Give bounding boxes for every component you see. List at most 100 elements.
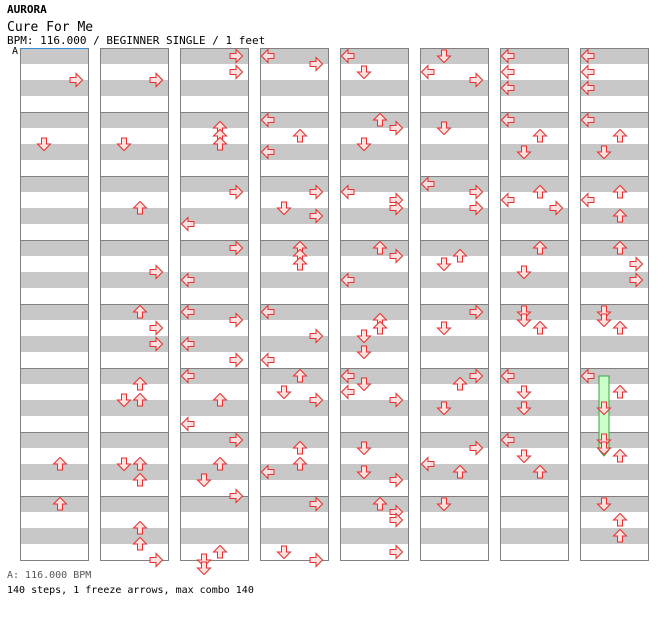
beat-stripe [20,528,89,544]
beat-stripe [580,336,649,352]
beat-stripe [340,304,409,320]
up-arrow-icon [372,496,388,511]
beat-stripe [100,272,169,288]
beat-stripe [180,368,249,384]
down-arrow-icon [516,449,532,464]
beat-stripe [180,240,249,256]
beat-stripe [420,528,489,544]
beat-stripe [340,528,409,544]
beat-stripe [500,304,569,320]
left-arrow-icon [580,64,595,80]
right-arrow-icon [629,272,644,288]
beat-stripe [180,336,249,352]
beat-stripe [500,176,569,192]
up-arrow-icon [532,184,548,199]
right-arrow-icon [469,440,484,456]
beat-stripe [180,432,249,448]
beat-stripe [260,208,329,224]
right-arrow-icon [149,264,164,280]
beat-stripe [500,336,569,352]
up-arrow-icon [52,496,68,511]
beat-stripe [260,336,329,352]
beat-stripe [180,176,249,192]
beat-stripe [580,48,649,64]
right-arrow-icon [149,72,164,88]
right-arrow-icon [389,472,404,488]
left-arrow-icon [420,176,435,192]
down-arrow-icon [436,121,452,136]
beat-stripe [420,144,489,160]
up-arrow-icon [612,384,628,399]
down-arrow-icon [356,65,372,80]
beat-stripe [580,272,649,288]
beat-stripe [100,112,169,128]
right-arrow-icon [149,552,164,568]
beat-stripe [20,176,89,192]
beat-stripe [420,400,489,416]
beat-stripe [580,368,649,384]
beat-stripe [500,400,569,416]
beat-stripe [100,432,169,448]
beat-stripe [180,400,249,416]
beat-stripe [100,176,169,192]
beat-stripe [180,272,249,288]
up-arrow-icon [292,440,308,455]
up-arrow-icon [452,464,468,479]
beat-stripe [100,528,169,544]
beat-stripe [340,336,409,352]
down-arrow-icon [596,497,612,512]
left-arrow-icon [180,216,195,232]
beat-stripe [420,240,489,256]
right-arrow-icon [229,432,244,448]
beat-stripe [500,496,569,512]
beat-stripe [180,528,249,544]
right-arrow-icon [469,72,484,88]
down-arrow-icon [196,473,212,488]
down-arrow-icon [276,201,292,216]
bpm-legend: A: 116.000 BPM [7,570,92,581]
beat-stripe [500,432,569,448]
up-arrow-icon [452,376,468,391]
right-arrow-icon [389,120,404,136]
beat-stripe [100,144,169,160]
right-arrow-icon [309,496,324,512]
beat-stripe [180,144,249,160]
beat-stripe [420,368,489,384]
left-arrow-icon [500,64,515,80]
left-arrow-icon [420,456,435,472]
beat-stripe [100,240,169,256]
down-arrow-icon [596,305,612,320]
down-arrow-icon [356,329,372,344]
beat-stripe [580,432,649,448]
chart-stats: 140 steps, 1 freeze arrows, max combo 14… [7,585,254,596]
right-arrow-icon [389,248,404,264]
down-arrow-icon [116,457,132,472]
beat-stripe [100,208,169,224]
beat-stripe [580,400,649,416]
right-arrow-icon [309,184,324,200]
beat-stripe [100,464,169,480]
left-arrow-icon [340,272,355,288]
beat-stripe [500,528,569,544]
down-arrow-icon [516,265,532,280]
down-arrow-icon [596,433,612,448]
down-arrow-icon [596,401,612,416]
beat-stripe [20,304,89,320]
down-arrow-icon [196,561,212,576]
up-arrow-icon [532,320,548,335]
right-arrow-icon [229,312,244,328]
bpm-change-line [20,48,88,49]
left-arrow-icon [260,48,275,64]
right-arrow-icon [229,240,244,256]
beat-stripe [580,176,649,192]
right-arrow-icon [309,552,324,568]
down-arrow-icon [516,145,532,160]
beat-stripe [100,496,169,512]
column-border [260,48,329,561]
right-arrow-icon [229,488,244,504]
down-arrow-icon [436,49,452,64]
down-arrow-icon [116,137,132,152]
column-border [420,48,489,561]
beat-stripe [20,240,89,256]
right-arrow-icon [229,352,244,368]
